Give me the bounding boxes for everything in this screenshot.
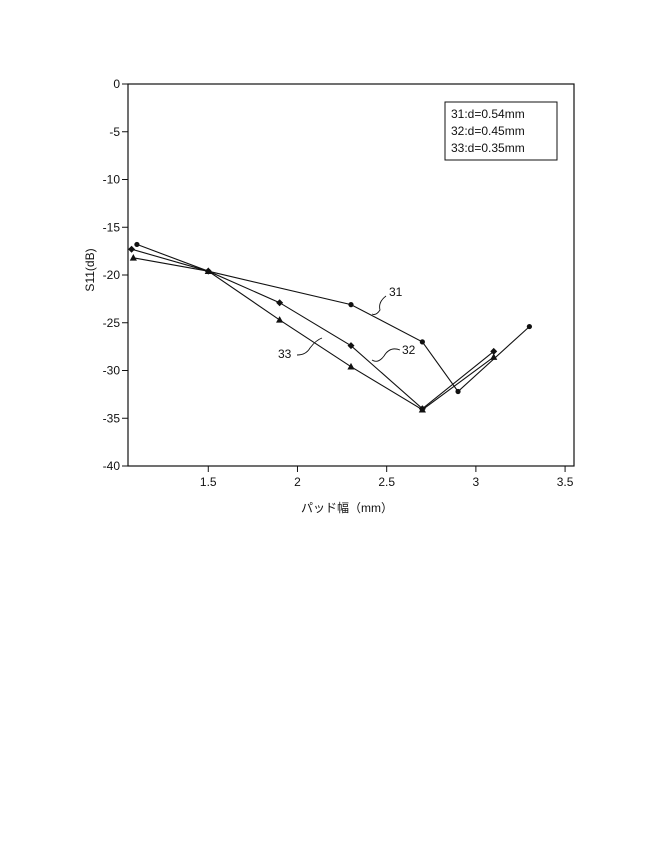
data-point-31	[420, 339, 425, 344]
y-tick-label: -30	[103, 364, 121, 378]
series-line-32	[132, 249, 494, 409]
legend-entry-32: 32:d=0.45mm	[451, 124, 525, 138]
y-tick-label: 0	[113, 77, 120, 91]
data-point-33	[347, 363, 354, 370]
data-point-33	[276, 316, 283, 323]
callout-label-33: 33	[278, 347, 292, 361]
x-axis-label: パッド幅（mm）	[301, 500, 393, 515]
y-tick-label: -20	[103, 268, 121, 282]
legend-entry-31: 31:d=0.54mm	[451, 107, 525, 121]
data-point-32	[276, 299, 283, 306]
y-axis-label: S11(dB)	[83, 248, 97, 291]
data-point-33	[130, 254, 137, 261]
callout-leader-33	[297, 338, 322, 355]
callout-leader-32	[372, 349, 400, 361]
callout-label-31: 31	[389, 285, 403, 299]
series-layer	[128, 242, 532, 413]
x-axis-ticks: 1.5 2 2.5 3 3.5	[200, 466, 574, 489]
callout-layer: 31 32 33	[278, 285, 416, 361]
y-tick-label: -10	[103, 173, 121, 187]
y-tick-label: -5	[109, 125, 120, 139]
series-line-33	[133, 258, 493, 410]
x-tick-label: 3	[473, 475, 480, 489]
data-point-31	[527, 324, 532, 329]
data-point-31	[134, 242, 139, 247]
callout-label-32: 32	[402, 343, 416, 357]
legend: 31:d=0.54mm 32:d=0.45mm 33:d=0.35mm	[445, 102, 557, 160]
data-point-31	[455, 389, 460, 394]
x-tick-label: 1.5	[200, 475, 217, 489]
y-tick-label: -15	[103, 220, 121, 234]
x-tick-label: 2.5	[378, 475, 395, 489]
x-tick-label: 2	[294, 475, 301, 489]
y-axis-ticks: 0 -5 -10 -15 -20 -25 -30 -35 -40	[103, 77, 128, 473]
y-tick-label: -40	[103, 459, 121, 473]
x-tick-label: 3.5	[557, 475, 574, 489]
y-tick-label: -25	[103, 316, 121, 330]
legend-entry-33: 33:d=0.35mm	[451, 141, 525, 155]
callout-leader-31	[372, 296, 386, 315]
data-point-31	[348, 302, 353, 307]
y-tick-label: -35	[103, 411, 121, 425]
data-point-32	[128, 246, 135, 253]
